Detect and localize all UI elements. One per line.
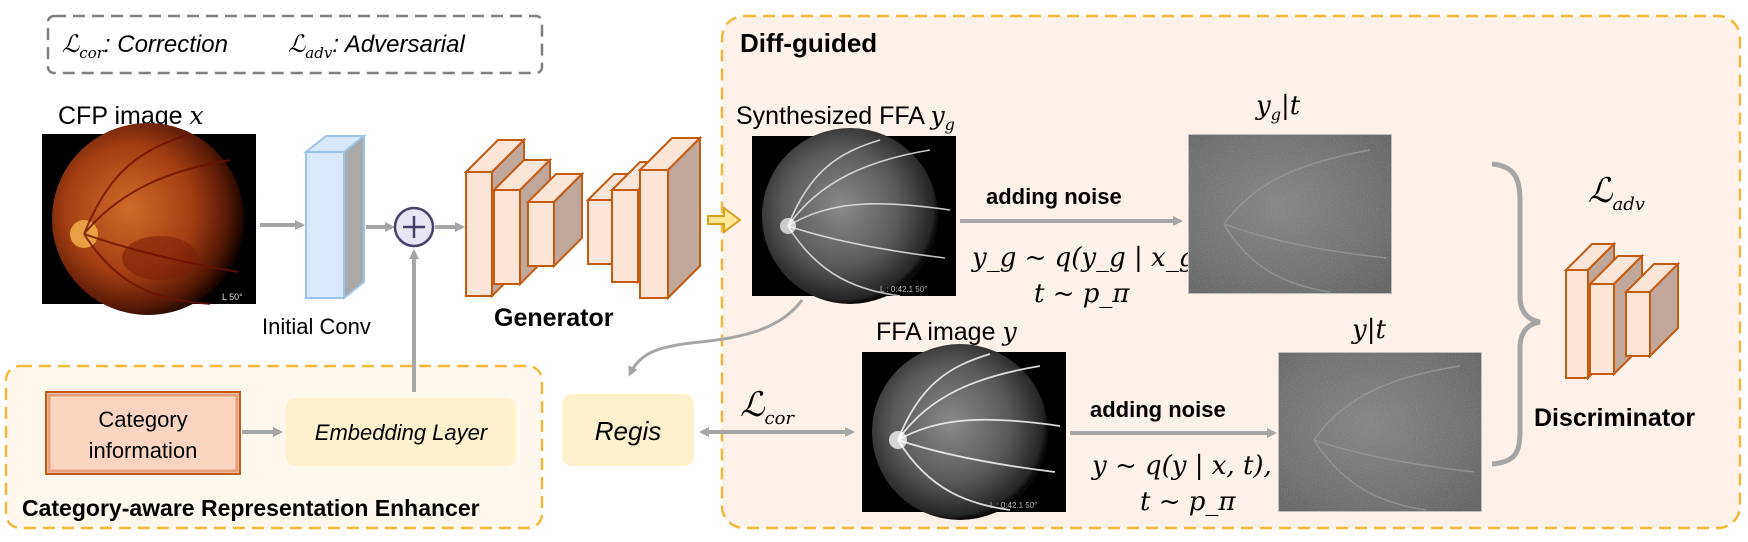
loss-adv-label: ℒadv [1588,171,1645,215]
synthesized-overlay-text: L : 0:42.1 50° [880,285,927,294]
discriminator-label: Discriminator [1534,404,1695,432]
initial-conv-block [303,133,367,301]
generator-label: Generator [494,304,614,332]
embedding-layer-box: Embedding Layer [286,398,516,466]
noise-bottom-equation-1: y ~ q(y | x, t), [1091,451,1272,481]
generator-blocks [463,135,703,301]
noisy-ffa-image [1277,351,1483,513]
yg-given-t-label: yg|t [1255,91,1301,124]
category-line-1: Category [98,407,187,432]
noise-top-equation-2: t ~ p_π [1034,279,1130,309]
legend-cor-entry: ℒcor: Correction [62,30,228,62]
initial-conv-label: Initial Conv [262,314,371,339]
generator-layer [637,135,703,301]
y-given-t-label: y|t [1351,315,1386,345]
discriminator-blocks [1563,241,1681,381]
regis-label: Regis [595,416,661,446]
ffa-image-label: FFA image y [876,317,1017,346]
category-line-2: information [89,438,198,463]
adding-noise-top-label: adding noise [986,184,1122,209]
generator-output-arrow-icon [707,206,742,234]
sum-node-icon [393,206,435,248]
synthesized-ffa-image: L : 0:42.1 50° [752,128,956,304]
cfp-image: L 50° [42,123,256,315]
embedding-layer-label: Embedding Layer [315,420,489,445]
noise-bottom-equation-2: t ~ p_π [1140,487,1236,517]
generator-layer [525,171,585,269]
loss-cor-label: ℒcor [740,385,795,429]
enhancer-title: Category-aware Representation Enhancer [22,495,480,521]
legend-adv-entry: ℒadv: Adversarial [288,30,465,62]
ffa-image: L : 0:42.1 50° [862,344,1066,520]
adding-noise-bottom-label: adding noise [1090,397,1226,422]
ffa-overlay-text: L : 0:42.1 50° [990,501,1037,510]
diff-guided-title: Diff-guided [740,28,877,58]
legend-box: ℒcor: Correction ℒadv: Adversarial [46,14,544,75]
regis-box: Regis [562,394,694,466]
merge-brace-icon [1491,161,1541,467]
synthesized-ffa-label: Synthesized FFA yg [736,101,955,134]
category-information-box: Category information [45,391,241,475]
arrow-synth-to-regis [628,299,804,377]
cfp-corner-mark: L 50° [222,292,243,302]
noisy-synthesized-image [1187,133,1393,295]
discriminator-layer [1623,261,1681,359]
